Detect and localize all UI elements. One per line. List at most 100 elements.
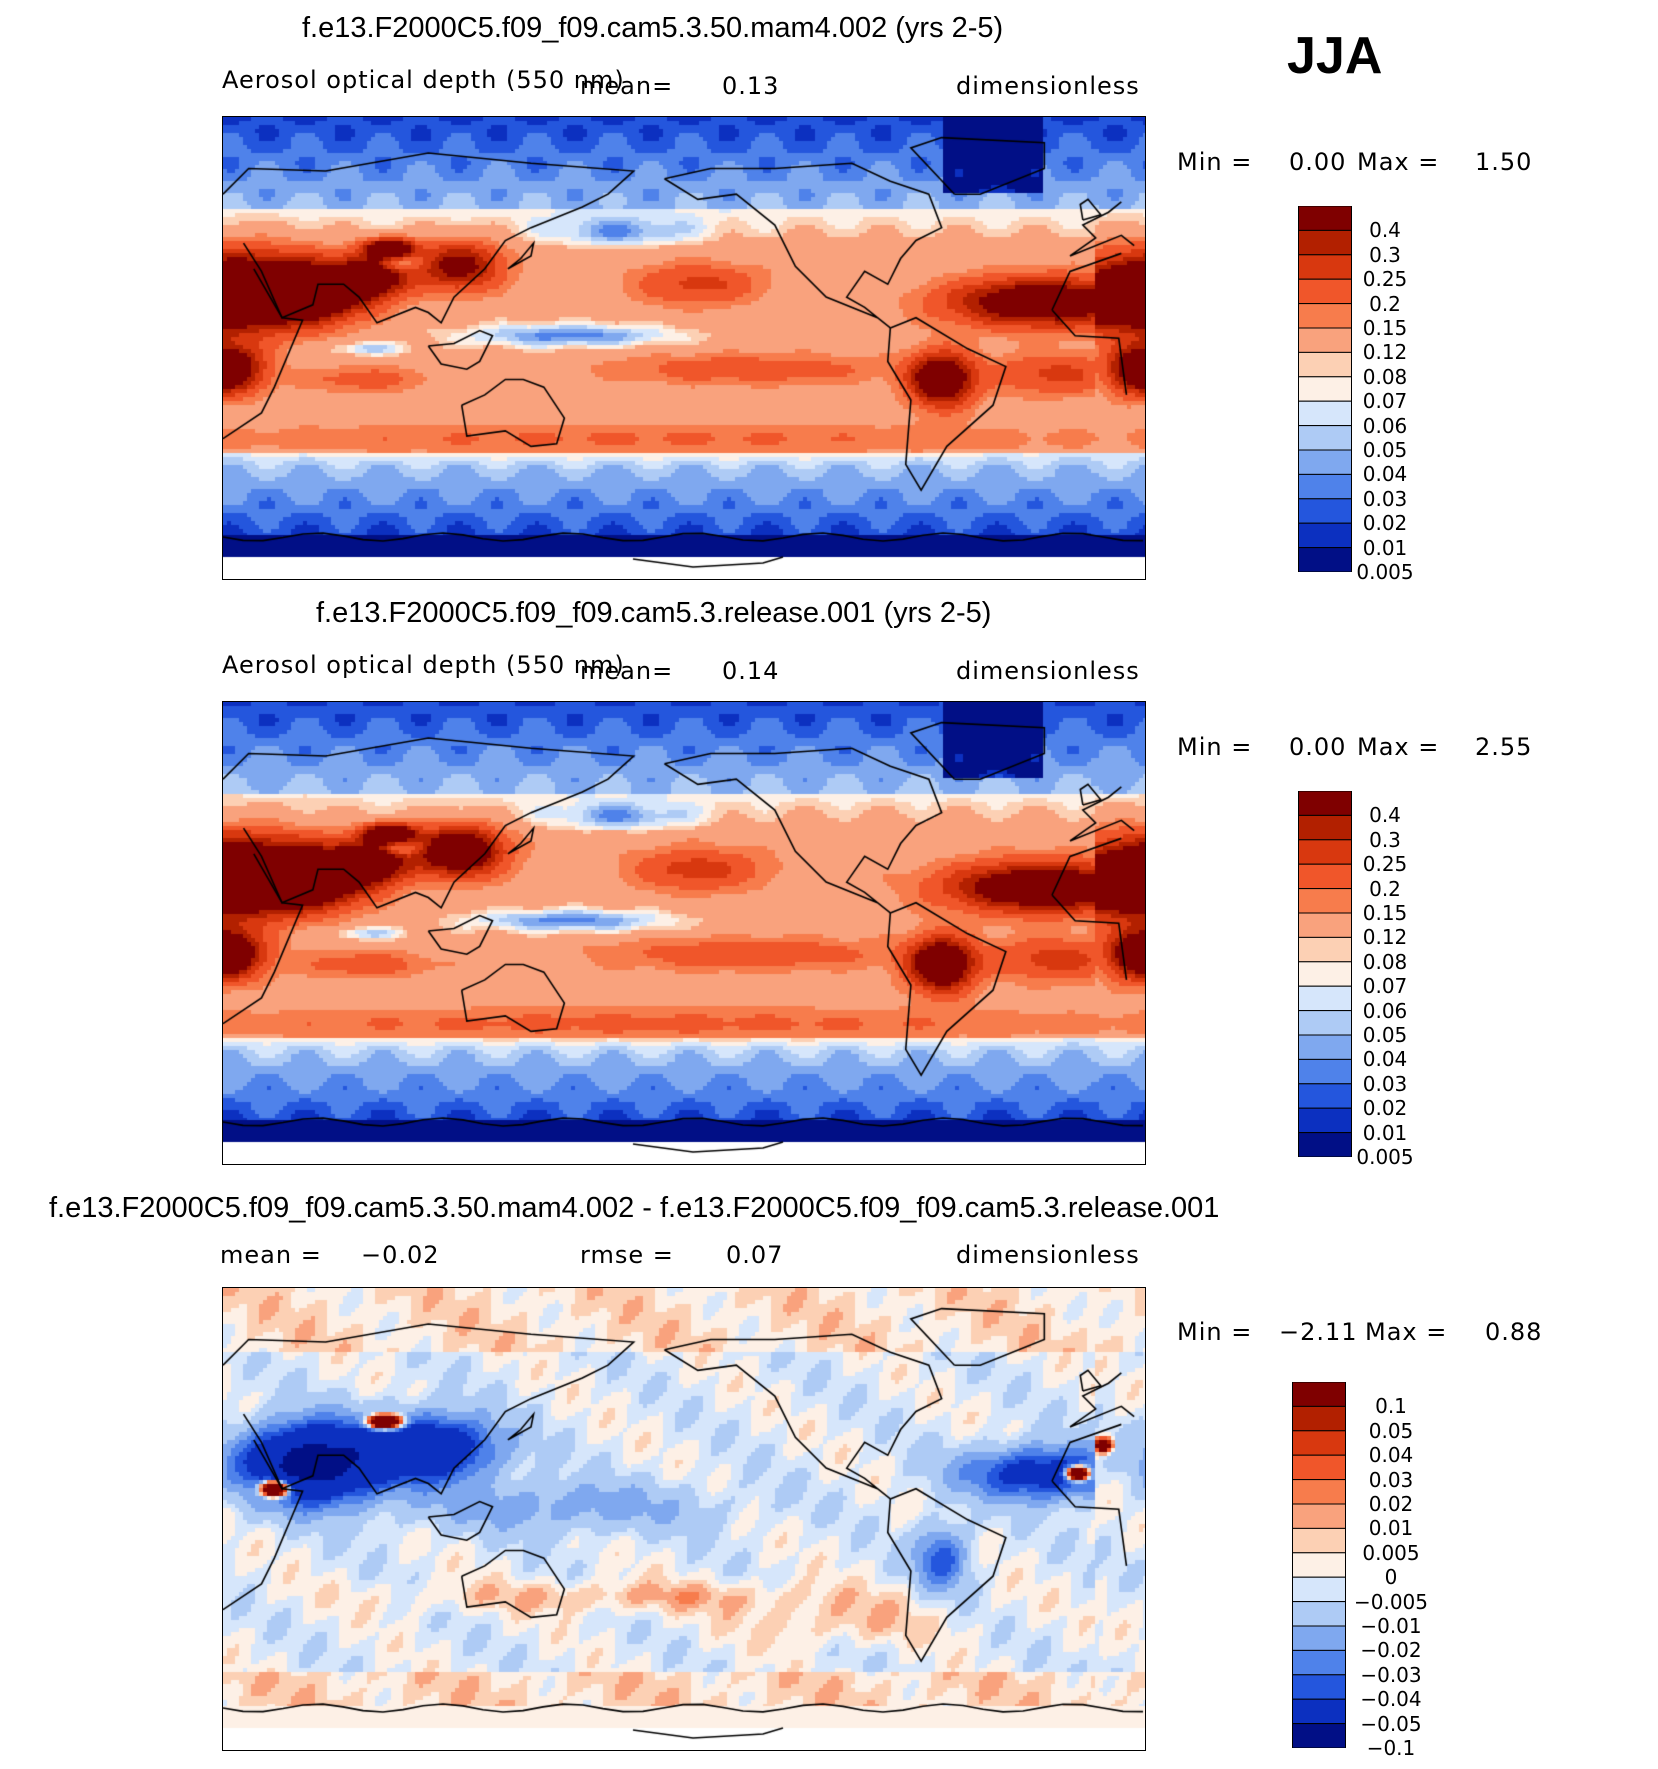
- panel2-mean-label: mean=: [580, 657, 674, 685]
- colorbar-tick-label: 0.07: [1362, 974, 1408, 999]
- panel1-min-value: 0.00: [1289, 148, 1347, 176]
- colorbar-swatch: [1298, 547, 1352, 572]
- colorbar-tick-label: 0.12: [1362, 925, 1408, 950]
- colorbar-swatch: [1292, 1454, 1346, 1481]
- colorbar-tick-label: 0.05: [1362, 1023, 1408, 1047]
- colorbar-swatch: [1292, 1405, 1346, 1432]
- panel1-units: dimensionless: [956, 72, 1140, 100]
- panel2-map: [222, 701, 1146, 1165]
- colorbar-tick-label: 0.08: [1362, 364, 1408, 389]
- colorbar-tick-label: 0: [1384, 1565, 1398, 1590]
- colorbar-swatch: [1292, 1625, 1346, 1651]
- colorbar-tick-label: 0.07: [1362, 389, 1408, 414]
- colorbar-swatch: [1298, 400, 1352, 427]
- panel1-title: f.e13.F2000C5.f09_f09.cam5.3.50.mam4.002…: [302, 12, 1004, 44]
- colorbar-tick-label: 0.01: [1362, 535, 1408, 560]
- colorbar-swatch: [1298, 863, 1352, 890]
- colorbar-tick-label: −0.005: [1353, 1589, 1428, 1614]
- colorbar-swatch: [1298, 498, 1352, 524]
- colorbar-swatch: [1298, 376, 1352, 402]
- colorbar-tick-label: 0.04: [1368, 1443, 1414, 1468]
- colorbar-swatch: [1292, 1674, 1346, 1700]
- colorbar-swatch: [1298, 206, 1352, 231]
- panel3-mean-value: −0.02: [361, 1241, 440, 1269]
- colorbar-swatches: [1292, 1382, 1346, 1748]
- colorbar-swatch: [1292, 1503, 1346, 1529]
- colorbar-tick-label: 0.15: [1362, 316, 1408, 340]
- colorbar-swatch: [1292, 1552, 1346, 1578]
- colorbar-tick-label: 0.15: [1362, 901, 1408, 925]
- colorbar-tick-label: 0.05: [1362, 438, 1408, 462]
- colorbar-tick-label: 0.3: [1369, 827, 1401, 852]
- panel2-title: f.e13.F2000C5.f09_f09.cam5.3.release.001…: [316, 597, 992, 629]
- colorbar-swatch: [1298, 888, 1352, 914]
- colorbar-tick-label: −0.03: [1360, 1662, 1422, 1687]
- colorbar-swatches: [1298, 206, 1352, 572]
- colorbar-tick-label: 0.12: [1362, 340, 1408, 365]
- colorbar-tick-label: 0.06: [1362, 998, 1408, 1023]
- panel3-units: dimensionless: [956, 1241, 1140, 1269]
- colorbar-tick-label: 0.005: [1362, 1540, 1420, 1565]
- colorbar-swatch: [1298, 278, 1352, 305]
- colorbar-tick-label: 0.03: [1368, 1467, 1414, 1492]
- panel1-min-label: Min =: [1177, 148, 1253, 176]
- colorbar-swatch: [1292, 1698, 1346, 1725]
- colorbar-tick-label: 0.005: [1356, 1145, 1414, 1169]
- panel3-rmse-value: 0.07: [726, 1241, 784, 1269]
- colorbar-swatch: [1298, 1107, 1352, 1134]
- colorbar-tick-label: 0.3: [1369, 242, 1401, 267]
- panel1-map: [222, 116, 1146, 580]
- panel2-max-label: Max =: [1357, 733, 1440, 761]
- panel1-mean-value: 0.13: [722, 72, 780, 100]
- colorbar-tick-label: 0.02: [1368, 1492, 1414, 1516]
- panel2-variable: Aerosol optical depth (550 nm): [222, 651, 625, 679]
- colorbar-tick-label: −0.05: [1360, 1711, 1422, 1736]
- colorbar-tick-label: 0.01: [1362, 1120, 1408, 1145]
- panel1-max-value: 1.50: [1475, 148, 1533, 176]
- panel1-mean-label: mean=: [580, 72, 674, 100]
- panel3-min-value: −2.11: [1279, 1318, 1358, 1346]
- panel3-map: [222, 1287, 1146, 1751]
- colorbar-swatch: [1292, 1649, 1346, 1676]
- panel3-max-value: 0.88: [1485, 1318, 1543, 1346]
- panel2-min-label: Min =: [1177, 733, 1253, 761]
- panel2-units: dimensionless: [956, 657, 1140, 685]
- panel2-min-value: 0.00: [1289, 733, 1347, 761]
- colorbar-swatch: [1298, 473, 1352, 500]
- colorbar-tick-label: 0.08: [1362, 949, 1408, 974]
- colorbar-swatch: [1298, 449, 1352, 475]
- colorbar-swatch: [1298, 1010, 1352, 1036]
- colorbar-tick-label: 0.06: [1362, 413, 1408, 438]
- colorbar-tick-label: 0.03: [1362, 1071, 1408, 1096]
- map-field-canvas: [223, 1288, 1145, 1750]
- panel3-title: f.e13.F2000C5.f09_f09.cam5.3.50.mam4.002…: [49, 1192, 1220, 1224]
- colorbar-tick-label: −0.01: [1360, 1614, 1422, 1638]
- colorbar-swatch: [1298, 936, 1352, 963]
- colorbar-swatch: [1298, 327, 1352, 353]
- colorbar-tick-label: 0.04: [1362, 462, 1408, 487]
- colorbar-swatch: [1292, 1479, 1346, 1505]
- colorbar-tick-label: 0.05: [1368, 1418, 1414, 1443]
- colorbar-swatch: [1298, 839, 1352, 865]
- map-field-canvas: [223, 117, 1145, 579]
- colorbar-swatch: [1292, 1430, 1346, 1456]
- colorbar-tick-label: 0.02: [1362, 511, 1408, 536]
- colorbar-tick-label: 0.2: [1369, 876, 1401, 901]
- colorbar-tick-label: −0.1: [1366, 1736, 1416, 1760]
- colorbar-tick-label: 0.2: [1369, 291, 1401, 316]
- panel1-variable: Aerosol optical depth (550 nm): [222, 66, 625, 94]
- colorbar-tick-label: −0.02: [1360, 1638, 1422, 1663]
- panel2-mean-value: 0.14: [722, 657, 780, 685]
- panel3-min-label: Min =: [1177, 1318, 1253, 1346]
- colorbar-tick-label: 0.03: [1362, 486, 1408, 511]
- colorbar-tick-label: −0.04: [1360, 1687, 1422, 1712]
- season-label: JJA: [1287, 27, 1383, 85]
- map-field-canvas: [223, 702, 1145, 1164]
- colorbar-tick-label: 0.4: [1369, 803, 1401, 828]
- colorbar-tick-label: 0.25: [1362, 852, 1408, 877]
- panel3-mean-label: mean =: [220, 1241, 322, 1269]
- panel3-rmse-label: rmse =: [580, 1241, 674, 1269]
- colorbar-tick-label: 0.01: [1368, 1516, 1414, 1541]
- colorbar-tick-label: 0.02: [1362, 1096, 1408, 1121]
- colorbar-swatch: [1298, 814, 1352, 841]
